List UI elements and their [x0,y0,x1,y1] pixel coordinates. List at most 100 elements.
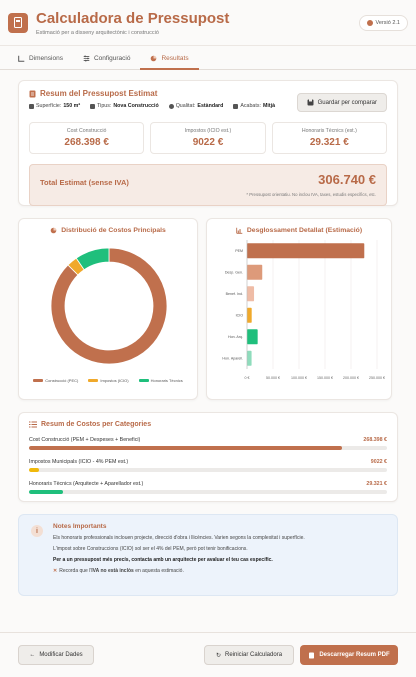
category-value: 29.321 € [366,481,387,487]
category-label: Honoraris Tècnics (Arquitecte + Aparella… [29,481,144,487]
box-value: 9022 € [192,137,224,148]
note-vat-post: en aquesta estimació. [133,568,184,574]
box-label: Cost Construcció [66,128,107,134]
note-vat-pre: Recorda que l' [59,568,92,574]
box-value: 29.321 € [309,137,349,148]
summary-title-text: Resum del Pressupost Estimat [40,89,158,98]
meta-quality-label: Qualitat: [175,103,196,109]
total-estimate: Total Estimat (sense IVA) 306.740 € * Pr… [29,164,387,206]
pie-chart-card: Distribució de Costos Principals Constru… [18,218,198,400]
legend-entry: Impostos (ICIO) [88,378,129,383]
bar [247,243,365,259]
modify-data-button[interactable]: ← Modificar Dades [18,645,94,665]
y-tick-label: Benef. Ind. [226,292,243,296]
donut-chart [50,247,168,365]
paint-roller-icon [233,103,239,109]
arrow-left-icon: ← [29,652,36,658]
note-vat-bold: IVA no està inclòs [91,568,134,574]
version-badge: Versió 2.1 [358,14,408,31]
meta-surface-value: 150 m² [63,103,81,109]
note-text: L'impost sobre Construccions (ICIO) sol … [53,546,248,552]
summary-card: Resum del Pressupost Estimat Superfície:… [18,80,398,206]
box-taxes: Impostos (ICIO est.) 9022 € [150,122,266,154]
pie-chart-title: Distribució de Costos Principals [27,227,189,234]
area-icon [29,103,34,109]
y-tick-label: PEM [235,249,243,253]
category-construction: Cost Construcció (PEM + Despeses + Benef… [29,437,387,450]
bar-chart-card: Desglossament Detallat (Estimació) 0 € 50… [206,218,392,400]
box-construction-cost: Cost Construcció 268.398 € [29,122,145,154]
categories-title-text: Resum de Costos per Categories [41,421,152,428]
page-subtitle: Estimació per a disseny arquitectònic i … [36,29,159,36]
meta-finish-value: Mitjà [262,103,276,109]
bar-chart-title: Desglossament Detallat (Estimació) [215,227,383,234]
modify-data-label: Modificar Dades [39,652,83,658]
notes-panel: i Notes Importants Els honoraris profess… [18,514,398,596]
category-label: Cost Construcció (PEM + Despeses + Benef… [29,437,141,443]
tab-configuracio[interactable]: Configuració [73,48,141,69]
legend-label: Honoraris Tècnics [150,378,183,383]
save-compare-button[interactable]: Guardar per comparar [296,93,387,112]
y-tick-label: Desp. Gen. [225,271,243,275]
refresh-icon: ↻ [215,652,221,659]
bar-chart: 0 € 50.000 € 100.000 € 150.000 € 200.000 € 25… [222,240,385,380]
category-bar-fill [29,490,64,494]
tab-dimensions[interactable]: Dimensions [8,48,73,69]
reset-calculator-label: Reiniciar Calculadora [225,652,283,658]
category-bar-fill [29,468,40,472]
total-label: Total Estimat (sense IVA) [40,178,129,187]
download-pdf-label: Descarregar Resum PDF [319,652,390,658]
pie-slice [50,247,168,365]
legend-swatch [138,379,149,382]
bar-chart-icon [236,227,243,234]
box-value: 268.398 € [64,137,109,148]
bar-chart-title-text: Desglossament Detallat (Estimació) [246,227,363,234]
box-label: Honoraris Tècnics (est.) [301,128,357,134]
reset-calculator-button[interactable]: ↻ Reiniciar Calculadora [204,645,294,665]
notes-title: Notes Importants [53,523,107,530]
header: Calculadora de Pressupost Estimació per … [0,0,416,46]
category-label: Impostos Municipals (ICIO - 4% PEM est.) [29,459,129,465]
meta-type-label: Tipus: [97,103,112,109]
legend-label: Impostos (ICIO) [100,378,129,383]
charts-row: Distribució de Costos Principals Constru… [18,218,398,400]
results-content: Resum del Pressupost Estimat Superfície:… [0,70,416,596]
bar [247,264,263,280]
version-label: Versió 2.1 [375,19,400,26]
ruler-icon [18,55,25,62]
total-note: * Pressupost orientatiu. No inclou IVA, … [246,192,376,197]
bar [247,286,255,302]
meta-finish: Acabats: Mitjà [233,103,275,109]
pie-chart-icon [50,227,57,234]
legend-swatch [33,379,44,382]
download-pdf-button[interactable]: Descarregar Resum PDF [300,645,398,665]
tab-resultats[interactable]: Resultats [140,48,199,70]
y-tick-label: Hon. Aparell. [222,357,243,361]
note-text: Per a un pressupost més precís, contacta… [53,557,273,563]
summary-header: Resum del Pressupost Estimat Superfície:… [29,89,387,112]
categories-title: Resum de Costos per Categories [29,421,387,428]
info-icon: i [31,525,43,537]
header-titles: Calculadora de Pressupost Estimació per … [36,10,229,36]
box-label: Impostos (ICIO est.) [184,128,232,134]
calculator-icon [8,12,28,33]
save-compare-label: Guardar per comparar [317,99,377,106]
tab-label: Configuració [93,55,131,62]
category-bar [29,468,387,472]
note-text: Els honoraris professionals inclouen pro… [53,535,305,541]
meta-quality: Qualitat: Estàndard [168,103,223,109]
pie-legend: Construcció (PEC) Impostos (ICIO) Honorari… [27,378,189,383]
legend-swatch [88,379,99,382]
bar [247,329,258,345]
tab-bar: Dimensions Configuració Resultats [0,48,416,70]
category-bar [29,446,387,450]
hammer-icon [90,103,96,109]
note-vat: ✕ Recorda que l'IVA no està inclòs en aqu… [53,568,387,574]
category-taxes: Impostos Municipals (ICIO - 4% PEM est.)… [29,459,387,472]
file-pdf-icon [309,652,315,658]
x-tick-label: 50.000 € [266,376,280,380]
x-tick-label: 250.000 € [369,376,385,380]
x-tick-label: 0 € [245,376,250,380]
pie-slice [75,247,110,271]
page-title: Calculadora de Pressupost [36,9,230,27]
